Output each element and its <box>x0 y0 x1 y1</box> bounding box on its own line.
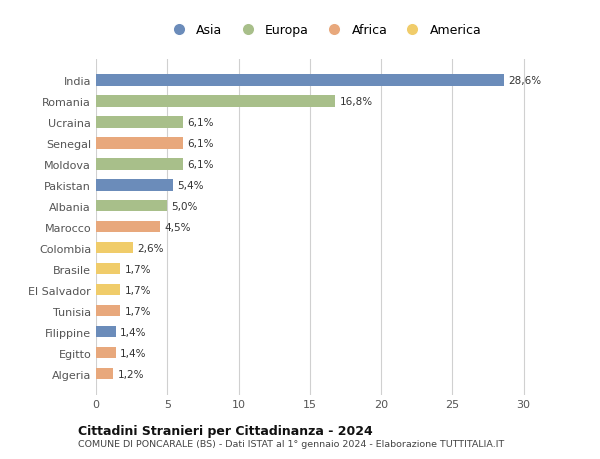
Text: 28,6%: 28,6% <box>508 76 541 86</box>
Bar <box>96 305 120 317</box>
Text: 5,0%: 5,0% <box>172 202 198 211</box>
Bar <box>96 368 113 380</box>
Bar <box>96 263 120 275</box>
Text: 16,8%: 16,8% <box>340 96 373 106</box>
Text: 1,4%: 1,4% <box>120 348 147 358</box>
Text: 5,4%: 5,4% <box>177 180 204 190</box>
Bar <box>96 179 173 191</box>
Bar <box>96 75 503 86</box>
Bar <box>96 242 133 254</box>
Text: 1,7%: 1,7% <box>125 264 151 274</box>
Bar <box>96 138 183 149</box>
Bar <box>96 96 335 107</box>
Bar <box>96 284 120 296</box>
Bar <box>96 117 183 128</box>
Bar <box>96 221 160 233</box>
Text: 6,1%: 6,1% <box>187 159 214 169</box>
Bar <box>96 347 116 358</box>
Bar <box>96 201 167 212</box>
Text: Cittadini Stranieri per Cittadinanza - 2024: Cittadini Stranieri per Cittadinanza - 2… <box>78 424 373 437</box>
Bar <box>96 326 116 338</box>
Text: COMUNE DI PONCARALE (BS) - Dati ISTAT al 1° gennaio 2024 - Elaborazione TUTTITAL: COMUNE DI PONCARALE (BS) - Dati ISTAT al… <box>78 439 504 448</box>
Text: 1,7%: 1,7% <box>125 285 151 295</box>
Text: 2,6%: 2,6% <box>137 243 164 253</box>
Text: 1,7%: 1,7% <box>125 306 151 316</box>
Text: 1,4%: 1,4% <box>120 327 147 337</box>
Text: 6,1%: 6,1% <box>187 139 214 148</box>
Text: 4,5%: 4,5% <box>164 222 191 232</box>
Legend: Asia, Europa, Africa, America: Asia, Europa, Africa, America <box>161 19 487 42</box>
Text: 1,2%: 1,2% <box>118 369 144 379</box>
Bar <box>96 159 183 170</box>
Text: 6,1%: 6,1% <box>187 118 214 128</box>
